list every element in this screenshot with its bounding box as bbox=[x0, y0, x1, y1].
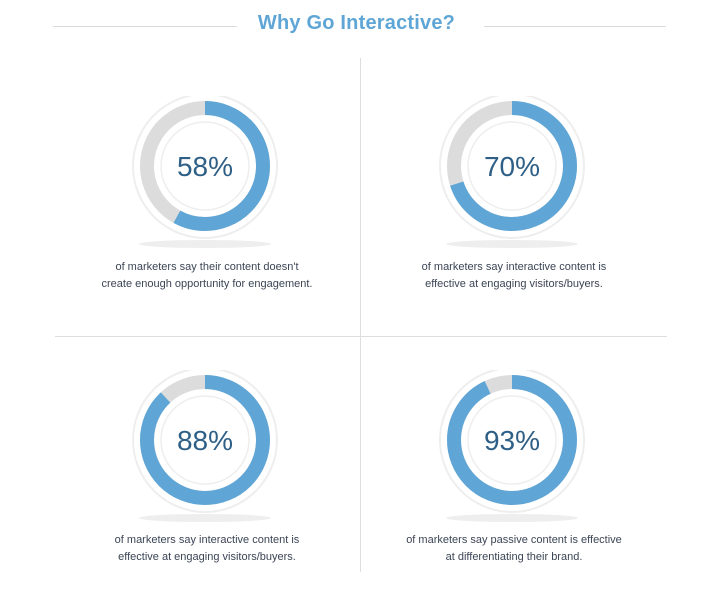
donut-chart-4: 93% bbox=[439, 370, 585, 522]
donut-percent-label: 70% bbox=[484, 151, 540, 182]
caption-line: effective at engaging visitors/buyers. bbox=[425, 278, 603, 290]
donut-percent-label: 88% bbox=[177, 425, 233, 456]
donut-value-arc bbox=[140, 101, 270, 231]
caption-line: at differentiating their brand. bbox=[445, 551, 583, 563]
donut-chart-2: 70% bbox=[439, 96, 585, 248]
stat-caption-2: of marketers say interactive content is … bbox=[364, 259, 664, 293]
title-rule-right bbox=[484, 26, 666, 27]
stat-panel-2: 70% of marketers say interactive content… bbox=[364, 96, 664, 336]
donut-value-arc bbox=[447, 375, 577, 505]
caption-line: of marketers say interactive content is bbox=[114, 534, 300, 546]
caption-line: of marketers say their content doesn't bbox=[115, 261, 299, 273]
donut-value-arc bbox=[447, 101, 577, 231]
stat-panel-4: 93% of marketers say passive content is … bbox=[364, 370, 664, 610]
donut-percent-label: 93% bbox=[484, 425, 540, 456]
stat-panel-3: 88% of marketers say interactive content… bbox=[57, 370, 357, 610]
caption-line: create enough opportunity for engagement… bbox=[101, 278, 313, 290]
caption-line: of marketers say passive content is effe… bbox=[406, 534, 622, 546]
stat-caption-4: of marketers say passive content is effe… bbox=[364, 532, 664, 566]
donut-inner-ring bbox=[467, 395, 557, 485]
donut-inner-ring bbox=[160, 395, 250, 485]
stat-caption-1: of marketers say their content doesn't c… bbox=[57, 259, 357, 293]
donut-inner-ring bbox=[160, 121, 250, 211]
title-rule-left bbox=[53, 26, 237, 27]
donut-shadow bbox=[446, 240, 578, 248]
donut-shadow bbox=[446, 514, 578, 522]
donut-chart-3: 88% bbox=[132, 370, 278, 522]
donut-value-arc bbox=[140, 375, 270, 505]
donut-shadow bbox=[139, 514, 271, 522]
stat-panel-1: 58% of marketers say their content doesn… bbox=[57, 96, 357, 336]
donut-chart-1: 58% bbox=[132, 96, 278, 248]
vertical-divider bbox=[360, 58, 361, 572]
stat-caption-3: of marketers say interactive content is … bbox=[57, 532, 357, 566]
caption-line: effective at engaging visitors/buyers. bbox=[118, 551, 296, 563]
page-title: Why Go Interactive? bbox=[257, 12, 456, 34]
donut-shadow bbox=[139, 240, 271, 248]
caption-line: of marketers say interactive content is bbox=[421, 261, 607, 273]
horizontal-divider bbox=[55, 336, 667, 337]
donut-inner-ring bbox=[467, 121, 557, 211]
header: Why Go Interactive? bbox=[0, 0, 713, 52]
donut-percent-label: 58% bbox=[177, 151, 233, 182]
